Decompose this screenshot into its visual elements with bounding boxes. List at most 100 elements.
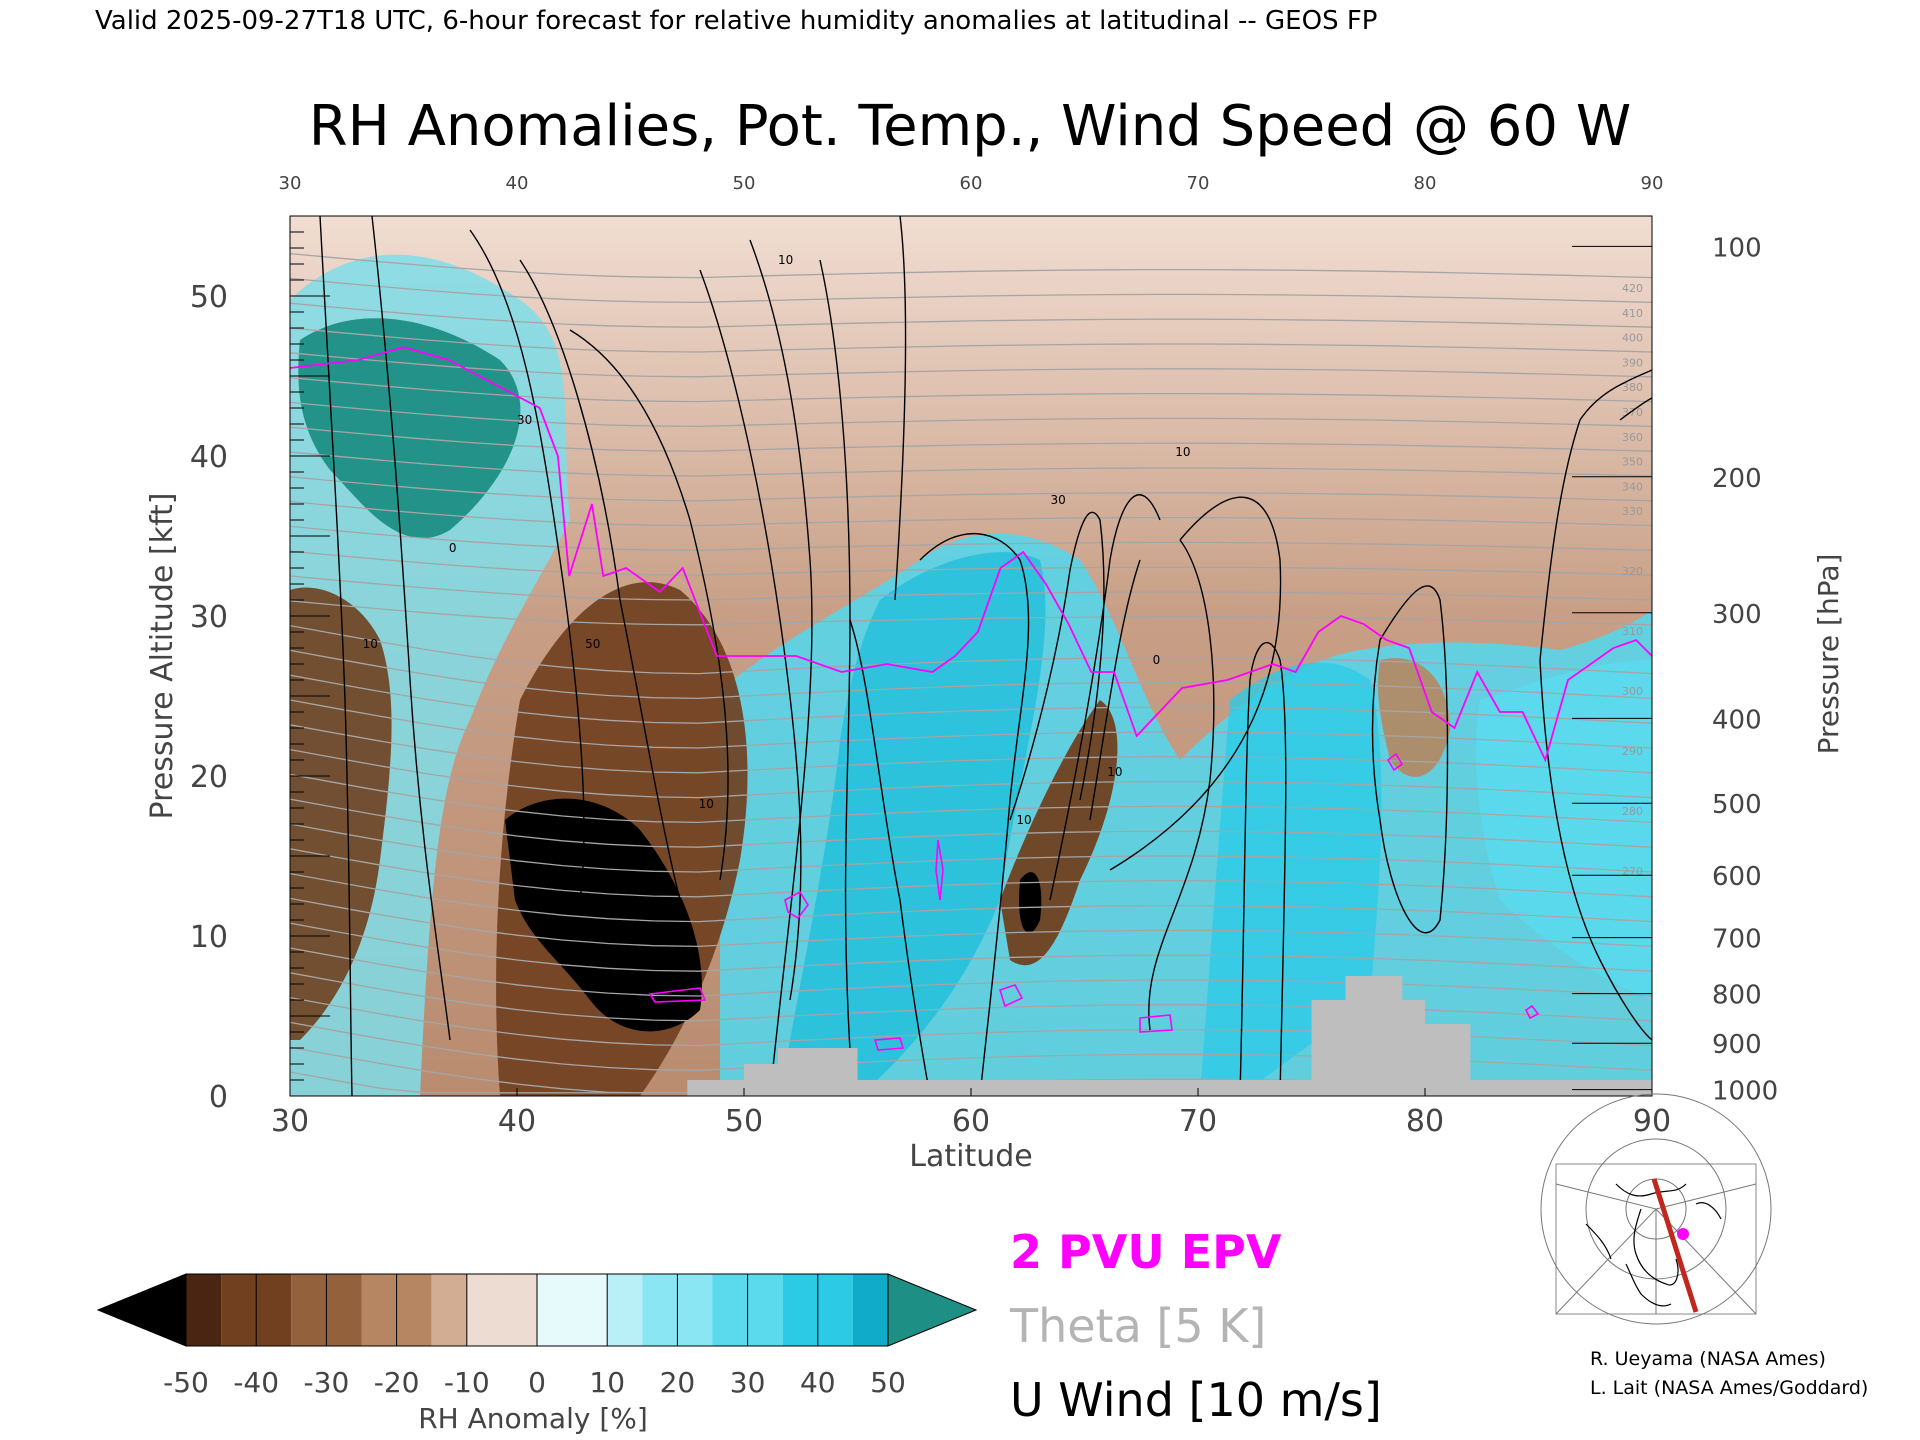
theta-contour-label: 340 — [1622, 480, 1643, 493]
pressure-tick-label: 800 — [1712, 981, 1762, 1011]
colorbar-segment — [466, 1274, 502, 1346]
pressure-tick-label: 100 — [1712, 233, 1762, 263]
colorbar-tick-label: 0 — [528, 1366, 546, 1399]
theta-contour — [290, 252, 1652, 279]
theta-contour-label: 420 — [1622, 282, 1643, 295]
cross-section-line — [1651, 1178, 1699, 1313]
theta-contour — [290, 401, 1652, 428]
u-wind-contour-label: 0 — [1153, 653, 1161, 667]
u-wind-contour-label: 10 — [608, 1005, 623, 1019]
u-wind-contour-label: 30 — [517, 413, 532, 427]
u-wind-contour — [699, 269, 802, 1001]
colorbar-segment — [291, 1274, 327, 1346]
rh-anomaly-field: 4204104003903803703603503403303203103002… — [290, 216, 1652, 1096]
y-tick-label: 10 — [190, 920, 228, 955]
terrain-mask — [290, 976, 1652, 1096]
theta-contour-label: 300 — [1622, 685, 1643, 698]
colorbar-segment — [256, 1274, 292, 1346]
colorbar-arrow-max — [887, 1273, 978, 1347]
theta-contour — [290, 624, 1652, 675]
pressure-tick-label: 400 — [1712, 705, 1762, 735]
colorbar-label: RH Anomaly [%] — [418, 1402, 648, 1435]
u-wind-contour-label: 0 — [449, 541, 457, 555]
theta-contour-label: 350 — [1622, 456, 1643, 469]
colorbar-segment — [431, 1274, 467, 1346]
y-axis-left: 0 10 20 30 40 50 — [190, 231, 330, 1115]
u-wind-contour — [1371, 585, 1449, 934]
colorbar-segment — [817, 1274, 853, 1346]
theta-contour — [290, 724, 1652, 774]
colorbar-tick-label: 40 — [800, 1366, 836, 1399]
colorbar-segment — [221, 1274, 257, 1346]
pvu-blob — [784, 890, 809, 920]
u-wind-contour-label: 10 — [363, 637, 378, 651]
x-top-tick-label: 60 — [960, 173, 983, 194]
y-tick-label: 50 — [190, 280, 228, 315]
pvu-blob — [1524, 1004, 1540, 1020]
pressure-tick-label: 600 — [1712, 862, 1762, 892]
chart-title: RH Anomalies, Pot. Temp., Wind Speed @ 6… — [309, 94, 1631, 159]
theta-contour — [290, 773, 1652, 824]
x-top-tick-label: 50 — [733, 173, 756, 194]
theta-contour-label: 290 — [1622, 745, 1643, 758]
colorbar-segments — [96, 1273, 978, 1347]
legend-pvu: 2 PVU EPV — [1010, 1225, 1282, 1279]
x-top-tick-label: 70 — [1187, 173, 1210, 194]
map-graticule — [1540, 1093, 1772, 1325]
theta-contour-label: 380 — [1622, 381, 1643, 394]
colorbar-segment — [186, 1274, 222, 1346]
theta-contour — [290, 550, 1652, 576]
theta-contour — [290, 848, 1652, 898]
map-coastlines — [1585, 1183, 1722, 1307]
pressure-tick-label: 900 — [1712, 1030, 1762, 1060]
colorbar-segment — [396, 1274, 432, 1346]
theta-contour — [290, 476, 1652, 502]
dry-region-tongue-core — [1019, 872, 1042, 933]
theta-contour-label: 270 — [1622, 865, 1643, 878]
credit-line-1: R. Ueyama (NASA Ames) — [1590, 1348, 1826, 1370]
u-wind-contour-label: 30 — [1050, 493, 1065, 507]
x-axis-top: 30 40 50 60 70 80 90 — [279, 173, 1664, 194]
theta-contour-label: 310 — [1622, 625, 1643, 638]
theta-contour — [290, 798, 1652, 848]
colorbar-segment — [782, 1274, 818, 1346]
y2-axis-label: Pressure [hPa] — [1812, 554, 1845, 755]
theta-contour — [290, 525, 1652, 552]
pressure-tick-label: 500 — [1712, 790, 1762, 820]
theta-contour-label: 320 — [1622, 565, 1643, 578]
legend-theta: Theta [5 K] — [1009, 1299, 1266, 1353]
dry-region-subtropics — [290, 587, 392, 1040]
u-wind-contour — [1539, 369, 1652, 661]
theta-contour — [290, 649, 1652, 700]
colorbar-segment — [537, 1274, 573, 1346]
theta-contour-label: 400 — [1622, 332, 1643, 345]
theta-contour-label: 390 — [1622, 356, 1643, 369]
x-top-tick-label: 80 — [1414, 173, 1437, 194]
colorbar-tick-label: -40 — [233, 1366, 279, 1399]
u-wind-contour-label: 10 — [699, 797, 714, 811]
u-wind-contour — [1539, 659, 1652, 1041]
u-wind-contour-label: 10 — [1107, 765, 1122, 779]
colorbar-tick-label: -10 — [444, 1366, 490, 1399]
u-wind-contour — [894, 216, 907, 601]
colorbar-segment — [747, 1274, 783, 1346]
theta-contour — [290, 748, 1652, 799]
theta-contour — [290, 600, 1652, 626]
colorbar-tick-label: 30 — [730, 1366, 766, 1399]
pressure-tick-label: 200 — [1712, 464, 1762, 494]
colorbar-segment — [326, 1274, 362, 1346]
u-wind-contour — [519, 259, 681, 901]
x-tick-label: 50 — [725, 1104, 763, 1139]
colorbar-arrow-min — [96, 1273, 187, 1347]
pvu-blob — [873, 1037, 905, 1051]
y-tick-label: 20 — [190, 760, 228, 795]
theta-contour — [290, 575, 1652, 601]
theta-contour-label: 360 — [1622, 431, 1643, 444]
theta-contour — [290, 327, 1652, 353]
u-wind-contour — [1049, 494, 1161, 901]
valid-time-line: Valid 2025-09-27T18 UTC, 6-hour forecast… — [95, 6, 1377, 36]
dry-region-extreme — [505, 798, 702, 1032]
u-wind-contour — [319, 216, 353, 1096]
u-wind-contour-label: 10 — [1175, 445, 1190, 459]
x-tick-label: 80 — [1406, 1104, 1444, 1139]
